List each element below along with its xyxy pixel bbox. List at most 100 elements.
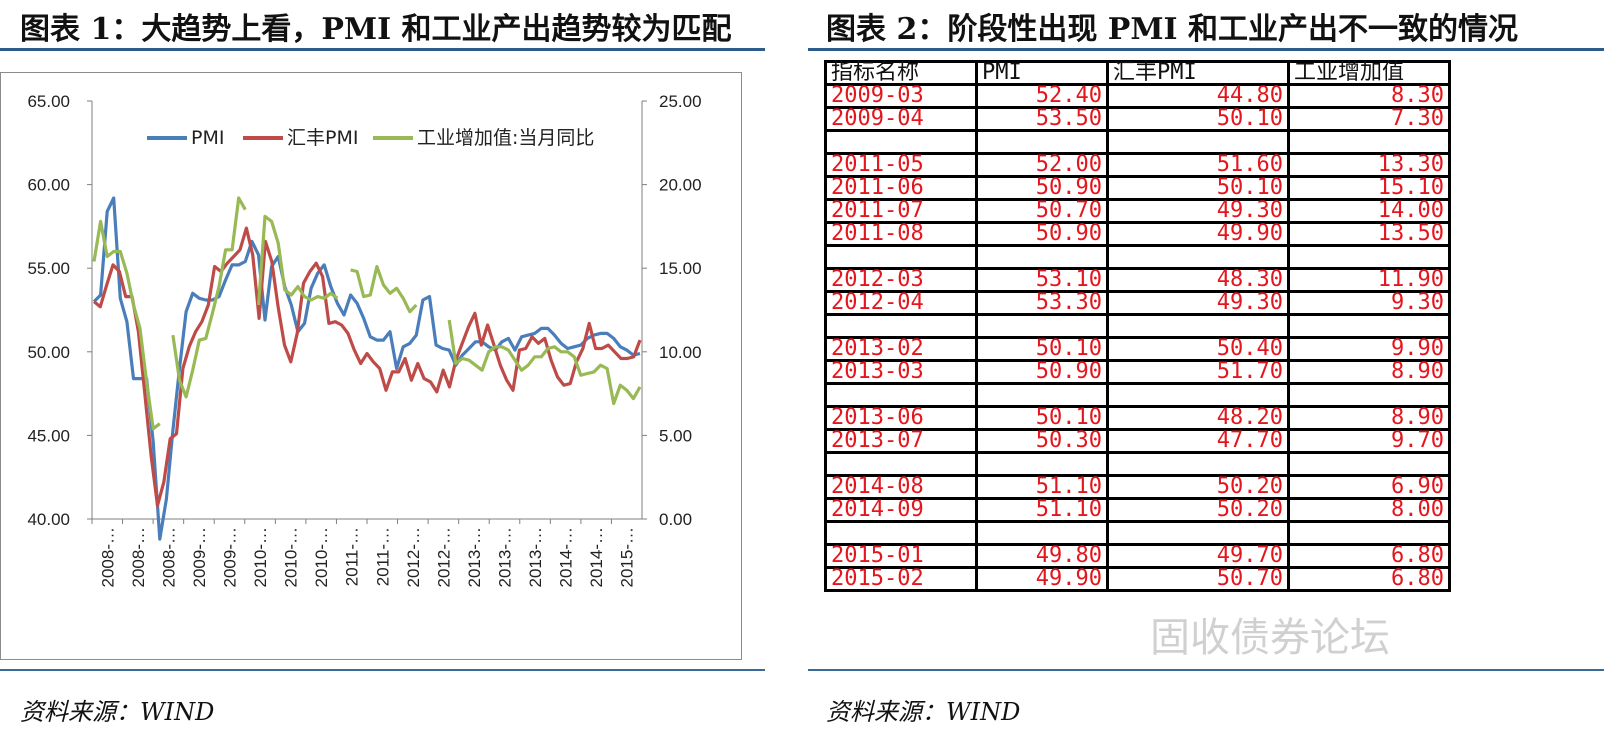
cell-industrial-output: 14.00 <box>1287 198 1451 224</box>
cell-pmi: 53.50 <box>975 106 1109 132</box>
cell-pmi: 52.40 <box>975 83 1109 109</box>
cell-pmi <box>975 382 1109 408</box>
header-industrial-output: 工业增加值 <box>1287 60 1451 86</box>
right-tick-label: 0.00 <box>659 510 692 529</box>
cell-pmi: 49.80 <box>975 543 1109 569</box>
series-line-hsbc-pmi <box>92 226 642 508</box>
cell-pmi: 50.10 <box>975 336 1109 362</box>
watermark-text: 固收债券论坛 <box>1150 615 1390 661</box>
x-tick-label: 2009-… <box>221 527 240 587</box>
left-bottom-rule <box>0 669 765 671</box>
x-tick-label: 2009-… <box>190 527 209 587</box>
table-row: 2011-06 50.90 50.10 15.10 <box>824 175 1451 201</box>
left-title-rule <box>0 48 765 51</box>
cell-hsbc-pmi <box>1106 129 1290 155</box>
cell-date: 2013-06 <box>824 405 978 431</box>
x-tick-label: 2010-… <box>251 527 270 587</box>
cell-date: 2014-09 <box>824 497 978 523</box>
cell-industrial-output: 11.90 <box>1287 267 1451 293</box>
right-tick-label: 20.00 <box>659 176 702 195</box>
table-row-blank <box>824 313 1451 339</box>
cell-date: 2014-08 <box>824 474 978 500</box>
cell-date: 2013-03 <box>824 359 978 385</box>
cell-date <box>824 129 978 155</box>
table-row-blank <box>824 520 1451 546</box>
cell-industrial-output <box>1287 382 1451 408</box>
cell-pmi <box>975 313 1109 339</box>
x-tick-label: 2008-… <box>159 527 178 587</box>
cell-hsbc-pmi: 47.70 <box>1106 428 1290 454</box>
header-hsbc-pmi: 汇丰PMI <box>1106 60 1290 86</box>
table-row: 2015-01 49.80 49.70 6.80 <box>824 543 1451 569</box>
series-line-pmi <box>92 196 641 541</box>
cell-industrial-output: 9.30 <box>1287 290 1451 316</box>
cell-hsbc-pmi: 50.20 <box>1106 474 1290 500</box>
cell-hsbc-pmi <box>1106 382 1290 408</box>
x-tick-label: 2010-… <box>282 527 301 587</box>
x-tick-label: 2011-… <box>343 527 362 586</box>
line-chart: 40.00 45.00 50.00 55.00 60.00 65.00 0.00 5.00 10… <box>27 92 702 587</box>
table-row: 2013-02 50.10 50.40 9.90 <box>824 336 1451 362</box>
cell-date <box>824 244 978 270</box>
left-tick-label: 65.00 <box>27 92 70 111</box>
cell-date: 2013-07 <box>824 428 978 454</box>
cell-date: 2009-04 <box>824 106 978 132</box>
x-tick-label: 2013-… <box>465 527 484 587</box>
cell-pmi: 53.10 <box>975 267 1109 293</box>
table-row: 2015-02 49.90 50.70 6.80 <box>824 566 1451 592</box>
cell-hsbc-pmi: 51.70 <box>1106 359 1290 385</box>
cell-pmi <box>975 451 1109 477</box>
chart-container: 40.00 45.00 50.00 55.00 60.00 65.00 0.00 5.00 10… <box>0 72 742 660</box>
cell-industrial-output <box>1287 129 1451 155</box>
left-tick-label: 55.00 <box>27 259 70 278</box>
cell-pmi <box>975 244 1109 270</box>
legend-pmi-label: PMI <box>191 127 224 149</box>
cell-industrial-output: 6.90 <box>1287 474 1451 500</box>
table-row: 2011-08 50.90 49.90 13.50 <box>824 221 1451 247</box>
table-row: 2013-07 50.30 47.70 9.70 <box>824 428 1451 454</box>
left-tick-label: 45.00 <box>27 426 70 445</box>
cell-hsbc-pmi <box>1106 244 1290 270</box>
cell-hsbc-pmi: 50.40 <box>1106 336 1290 362</box>
cell-date: 2012-03 <box>824 267 978 293</box>
right-title-rule <box>808 48 1604 51</box>
table-row-blank <box>824 244 1451 270</box>
left-tick-label: 60.00 <box>27 176 70 195</box>
x-tick-label: 2013-… <box>496 527 515 587</box>
cell-hsbc-pmi <box>1106 451 1290 477</box>
right-tick-label: 5.00 <box>659 426 692 445</box>
cell-pmi <box>975 129 1109 155</box>
left-figure-title: 图表 1：大趋势上看，PMI 和工业产出趋势较为匹配 <box>20 12 732 47</box>
x-tick-label: 2013-… <box>526 527 545 587</box>
x-tick-label: 2015-… <box>618 527 637 587</box>
x-tick-label: 2010-… <box>312 527 331 587</box>
header-indicator: 指标名称 <box>824 60 978 86</box>
x-tick-label: 2012-… <box>434 527 453 587</box>
x-tick-label: 2008-… <box>98 527 117 587</box>
table-body: 2009-03 52.40 44.80 8.30 2009-04 53.50 50.10 7.… <box>824 83 1451 592</box>
cell-date <box>824 451 978 477</box>
cell-date <box>824 520 978 546</box>
cell-industrial-output: 9.70 <box>1287 428 1451 454</box>
right-figure-title: 图表 2：阶段性出现 PMI 和工业产出不一致的情况 <box>826 12 1519 47</box>
cell-date <box>824 313 978 339</box>
cell-pmi: 50.30 <box>975 428 1109 454</box>
left-tick-label: 40.00 <box>27 510 70 529</box>
legend-industrial-output-label: 工业增加值:当月同比 <box>417 127 594 149</box>
left-source-note: 资料来源：WIND <box>20 698 215 726</box>
cell-industrial-output: 9.90 <box>1287 336 1451 362</box>
cell-hsbc-pmi: 50.20 <box>1106 497 1290 523</box>
right-bottom-rule <box>808 669 1604 671</box>
cell-industrial-output: 15.10 <box>1287 175 1451 201</box>
cell-industrial-output: 8.90 <box>1287 359 1451 385</box>
cell-hsbc-pmi: 49.90 <box>1106 221 1290 247</box>
left-tick-label: 50.00 <box>27 343 70 362</box>
cell-industrial-output <box>1287 313 1451 339</box>
cell-industrial-output <box>1287 520 1451 546</box>
cell-industrial-output: 6.80 <box>1287 566 1451 592</box>
cell-pmi <box>975 520 1109 546</box>
table-row: 2009-04 53.50 50.10 7.30 <box>824 106 1451 132</box>
cell-pmi: 52.00 <box>975 152 1109 178</box>
cell-hsbc-pmi <box>1106 313 1290 339</box>
cell-hsbc-pmi: 48.20 <box>1106 405 1290 431</box>
